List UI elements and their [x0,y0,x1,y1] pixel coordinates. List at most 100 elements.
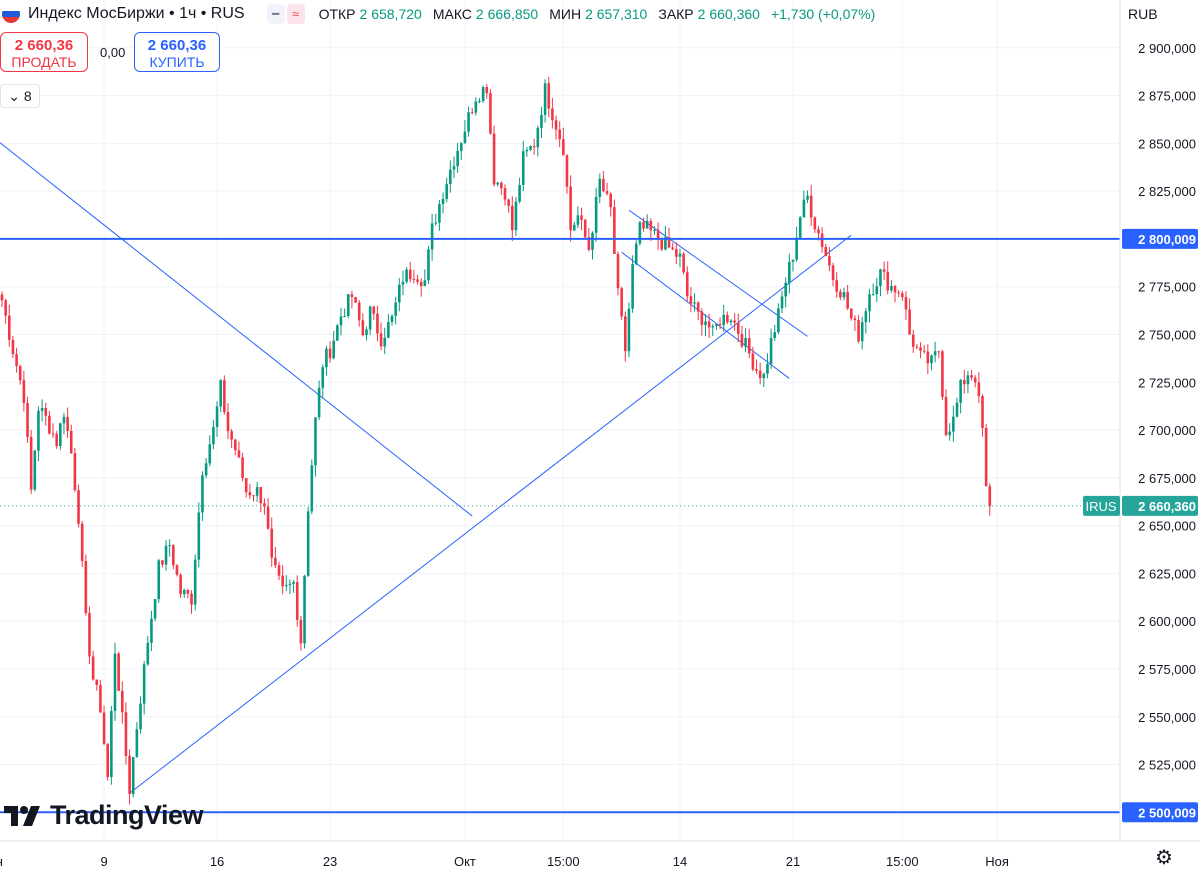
candle-body [379,333,383,347]
wave-icon[interactable]: ≈ [286,4,305,24]
symbol-title[interactable]: Индекс МосБиржи • 1ч • RUS [28,5,245,22]
candle-body [711,326,715,328]
candle-body [988,486,992,506]
hline-price-tag [1122,228,1198,249]
candle-body [295,582,299,620]
candle-body [882,269,886,272]
candle-body [463,131,467,143]
candle-body [795,237,798,260]
ohlc-value-open: 2 658,720 [359,6,422,22]
candle-body [944,397,948,436]
candle-body [48,415,51,434]
candle-body [853,318,857,320]
candle-body [828,255,831,266]
candle-body [587,237,591,250]
candle-body [791,259,795,262]
hline-price-label: 2 500,009 [1138,805,1196,820]
candle-body [266,506,270,529]
candle-body [780,296,784,309]
time-tick-label: 15:00 [886,854,919,869]
candle-body [747,338,751,354]
price-tick-label: 2 625,000 [1138,566,1196,581]
price-tick-label: 2 575,000 [1138,662,1196,677]
time-tick-label: Окт [454,854,476,869]
candle-body [700,311,704,325]
candle-body [215,406,219,427]
candle-body [762,373,766,379]
price-axis-bg [1120,0,1200,869]
candle-body [69,430,73,454]
candle-body [139,703,142,730]
candle-body [623,316,627,352]
price-tick-label: 2 600,000 [1138,614,1196,629]
candle-body [620,288,623,317]
time-axis[interactable]: Сен 9 16 23 Окт 15:00 14 21 15:00 Ноя [0,840,1200,869]
candle-body [102,712,106,744]
candle-body [328,348,332,359]
ohlc-key-open: ОТКР [318,6,356,22]
candle-body [769,338,773,364]
candle-body [984,428,988,487]
candle-body [558,129,561,140]
candle-body [777,308,780,333]
trendline [0,142,473,517]
candle-body [707,321,711,328]
candle-body [226,412,230,432]
sell-button[interactable]: 2 660,36 ПРОДАТЬ [0,32,88,72]
candle-body [368,306,372,330]
horizontal-lines[interactable] [0,237,1120,814]
candle-body [766,363,769,374]
candle-body [667,237,671,248]
candle-body [186,589,190,594]
candle-body [682,253,685,273]
candle-body [576,215,580,225]
candle-body [864,311,868,323]
candle-body [314,417,317,466]
candle-body [354,297,357,303]
candle-body [346,294,350,317]
candle-body [930,355,933,364]
candle-body [758,370,762,379]
candle-body [554,120,558,130]
collapse-icon[interactable]: ━ [266,4,285,24]
candle-body [598,178,602,198]
time-tick-label: 16 [210,854,224,869]
candle-body [244,478,248,493]
candle-body [77,490,80,524]
currency-label[interactable]: RUB [1128,6,1158,22]
candle-body [726,314,729,323]
candle-body [948,431,951,436]
indicator-toggle[interactable]: ━ ≈ [266,4,305,24]
candle-body [44,408,48,416]
candle-body [886,271,890,291]
change-value: +1,730 (+0,07%) [770,6,876,22]
candle-body [306,511,310,576]
symbol-tag-label: IRUS [1085,499,1116,514]
candle-body [521,151,525,186]
candle-body [893,286,897,293]
candle-body [288,583,292,586]
candle-body [80,523,84,562]
candle-body [634,243,638,265]
price-axis[interactable]: 2 900,000 2 875,000 2 850,000 2 825,000 2 80… [1083,0,1200,869]
price-tick-label: 2 725,000 [1138,375,1196,390]
candle-body [740,333,744,347]
buy-button[interactable]: 2 660,36 КУПИТЬ [134,32,220,72]
sell-label: ПРОДАТЬ [11,54,77,70]
ohlc-value-close: 2 660,360 [697,6,760,22]
candle-body [952,416,955,432]
tradingview-icon [4,805,40,826]
settings-icon[interactable]: ⚙ [1155,847,1173,869]
candle-body [270,528,274,558]
candle-body [248,492,252,496]
candle-body [481,87,485,101]
candle-body [583,219,587,238]
candle-body [372,306,376,314]
indicators-toggle[interactable]: ⌄ 8 [0,84,40,108]
tradingview-logo[interactable]: TradingView [4,800,204,831]
candle-body [168,545,171,547]
candle-body [390,315,394,323]
candle-body [901,293,904,298]
candle-body [890,286,893,291]
